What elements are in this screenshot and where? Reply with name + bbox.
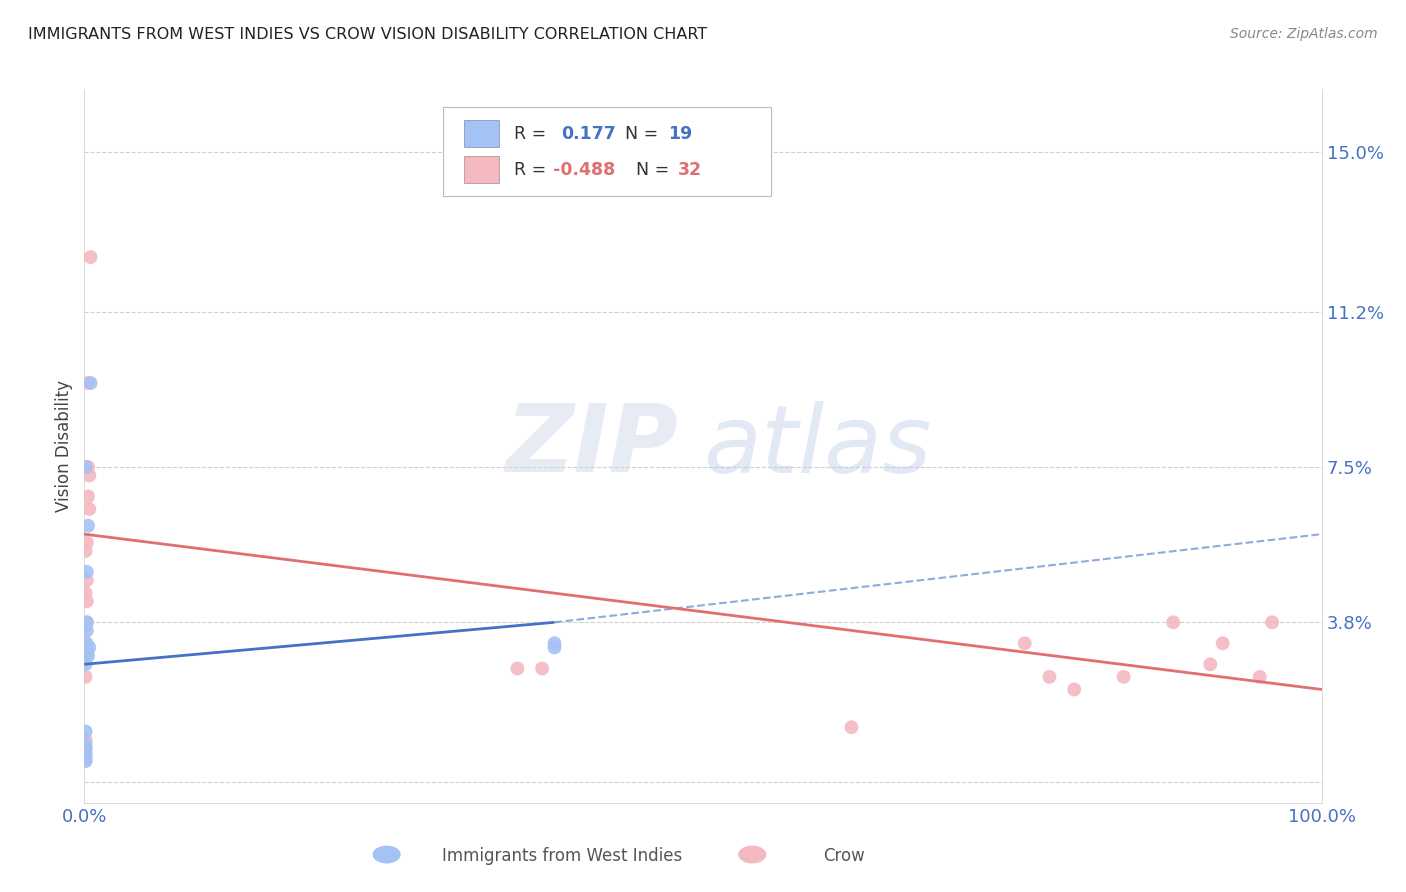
Circle shape	[738, 846, 766, 863]
Point	[75, 657, 97, 672]
Point	[543, 640, 565, 655]
Point	[1249, 670, 1271, 684]
Point	[531, 661, 554, 675]
Point	[75, 737, 97, 751]
Text: 0.177: 0.177	[561, 125, 616, 143]
Text: ZIP: ZIP	[505, 400, 678, 492]
Point	[1014, 636, 1036, 650]
Point	[76, 615, 98, 630]
Point	[841, 720, 863, 734]
Point	[76, 535, 98, 549]
Text: Crow: Crow	[823, 847, 865, 865]
Point	[79, 250, 101, 264]
Text: R =: R =	[513, 125, 546, 143]
Point	[543, 636, 565, 650]
FancyBboxPatch shape	[464, 156, 499, 183]
Point	[75, 754, 97, 768]
Text: R =: R =	[513, 161, 546, 178]
Text: 19: 19	[668, 125, 693, 143]
Point	[77, 376, 100, 390]
Point	[76, 615, 98, 630]
Point	[79, 502, 101, 516]
Point	[76, 645, 98, 659]
Point	[76, 624, 98, 638]
Point	[75, 732, 97, 747]
Point	[75, 746, 97, 760]
Point	[75, 586, 97, 600]
Point	[79, 468, 101, 483]
Point	[1161, 615, 1184, 630]
Text: atlas: atlas	[703, 401, 931, 491]
Point	[77, 518, 100, 533]
Point	[1199, 657, 1222, 672]
Point	[75, 460, 97, 475]
FancyBboxPatch shape	[464, 120, 499, 147]
Point	[79, 376, 101, 390]
Point	[76, 636, 98, 650]
FancyBboxPatch shape	[443, 107, 770, 196]
Point	[76, 594, 98, 608]
Text: N =: N =	[636, 161, 669, 178]
Point	[1112, 670, 1135, 684]
Text: Immigrants from West Indies: Immigrants from West Indies	[443, 847, 682, 865]
Text: 32: 32	[678, 161, 703, 178]
Point	[75, 619, 97, 633]
Point	[1212, 636, 1234, 650]
Point	[75, 670, 97, 684]
Text: -0.488: -0.488	[554, 161, 616, 178]
Point	[77, 460, 100, 475]
Point	[75, 749, 97, 764]
Point	[76, 565, 98, 579]
Text: IMMIGRANTS FROM WEST INDIES VS CROW VISION DISABILITY CORRELATION CHART: IMMIGRANTS FROM WEST INDIES VS CROW VISI…	[28, 27, 707, 42]
Point	[75, 724, 97, 739]
Point	[77, 648, 100, 663]
Point	[1038, 670, 1060, 684]
Point	[1261, 615, 1284, 630]
Point	[75, 749, 97, 764]
Point	[75, 754, 97, 768]
Text: Source: ZipAtlas.com: Source: ZipAtlas.com	[1230, 27, 1378, 41]
Point	[75, 741, 97, 756]
Point	[76, 574, 98, 588]
Point	[75, 636, 97, 650]
Point	[79, 640, 101, 655]
Circle shape	[373, 846, 401, 863]
Point	[75, 648, 97, 663]
Y-axis label: Vision Disability: Vision Disability	[55, 380, 73, 512]
Point	[75, 741, 97, 756]
Point	[1063, 682, 1085, 697]
Point	[75, 544, 97, 558]
Text: N =: N =	[626, 125, 658, 143]
Point	[506, 661, 529, 675]
Point	[77, 489, 100, 503]
